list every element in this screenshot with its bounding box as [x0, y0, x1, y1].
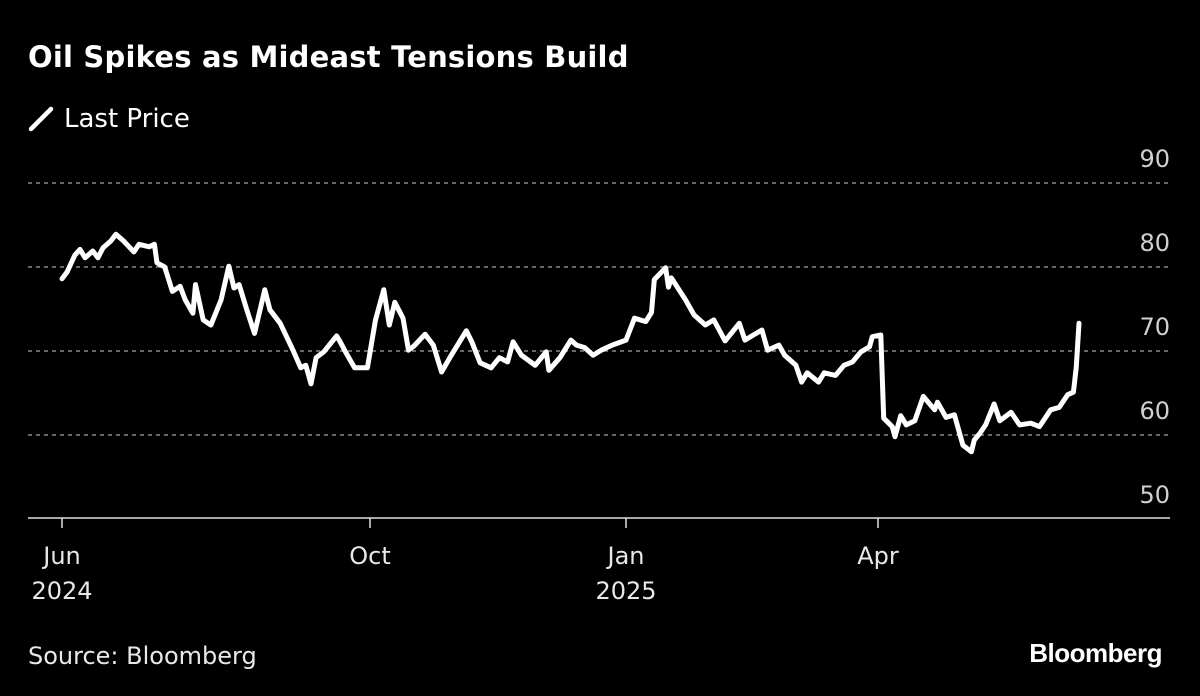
legend: Last Price	[28, 104, 190, 134]
x-tick-label: Jan	[606, 542, 645, 570]
y-tick-label: 50	[1139, 481, 1170, 509]
y-tick-label: 60	[1139, 397, 1170, 425]
x-tick-year-label: 2025	[595, 577, 656, 605]
chart-title: Oil Spikes as Mideast Tensions Build	[28, 40, 629, 74]
series-line-last-price	[59, 231, 1082, 455]
x-tick-year-label: 2024	[31, 577, 92, 605]
x-tick-label: Jun	[41, 542, 81, 570]
bloomberg-logo: Bloomberg	[1029, 638, 1162, 668]
y-tick-label: 80	[1139, 229, 1170, 257]
x-tick-label: Oct	[349, 542, 391, 570]
source-note: Source: Bloomberg	[28, 642, 257, 670]
legend-line-swatch-icon	[28, 106, 54, 132]
legend-entry-last-price: Last Price	[64, 104, 190, 134]
y-tick-label: 70	[1139, 313, 1170, 341]
x-tick-label: Apr	[857, 542, 899, 570]
y-tick-label: 90	[1139, 145, 1170, 173]
